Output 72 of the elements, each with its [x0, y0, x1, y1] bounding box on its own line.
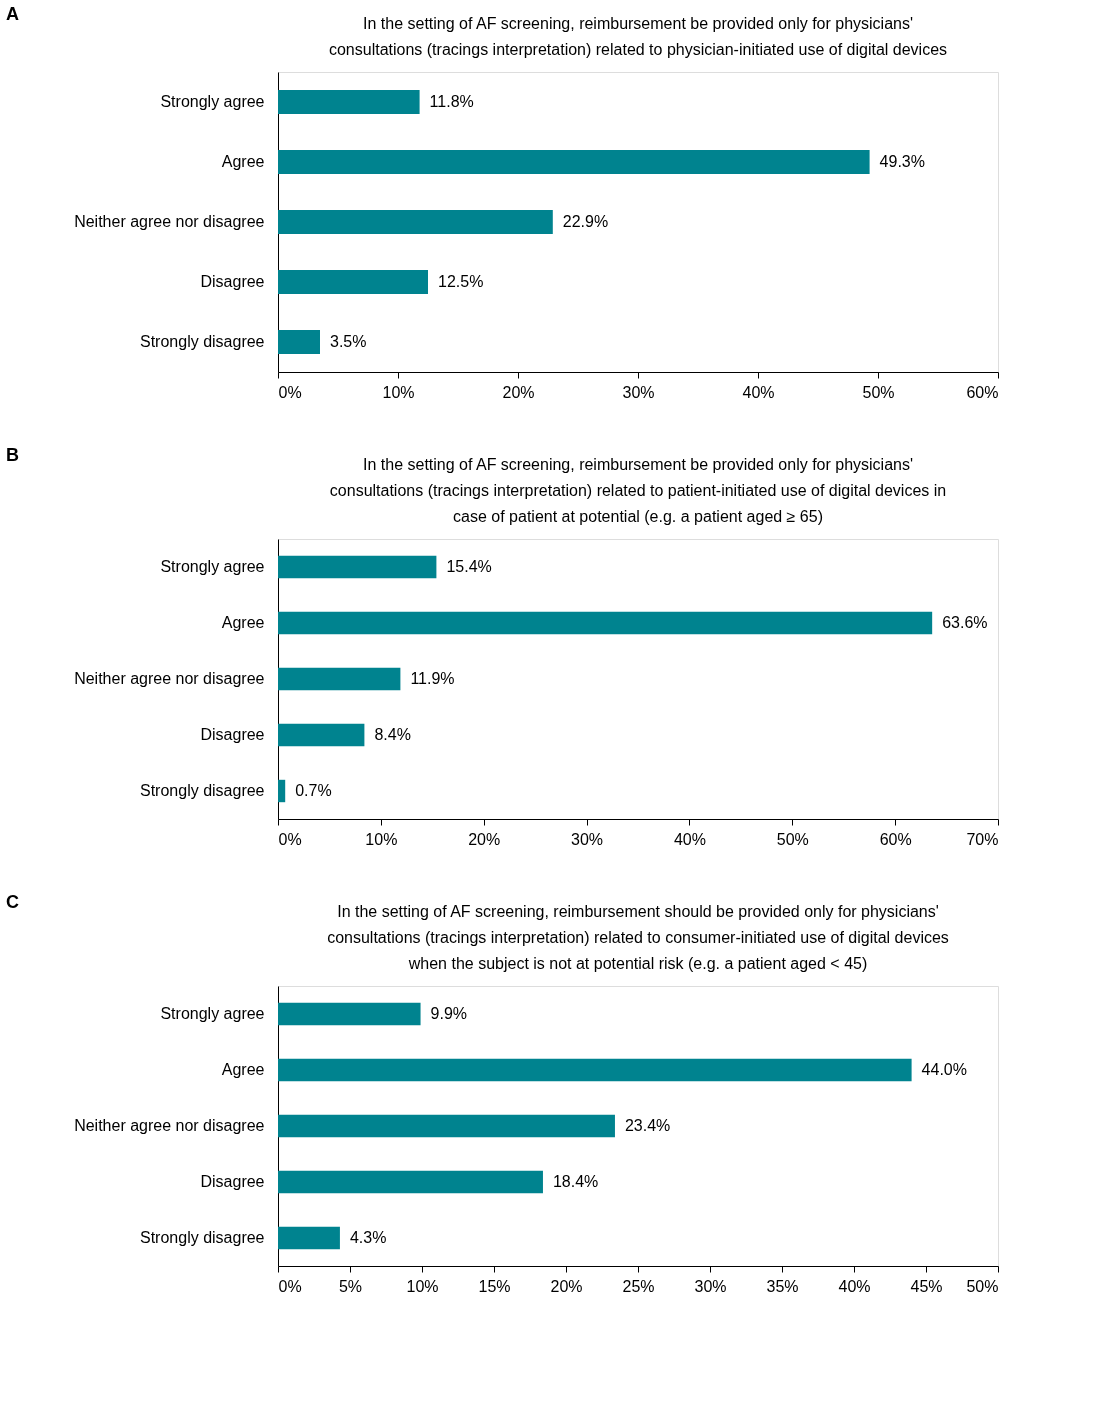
x-tick-label: 10% [365, 830, 398, 848]
text: when the subject is not at potential risk (e.g. a patient aged < 45) [408, 955, 868, 972]
y-tick-label: Disagree [200, 1173, 265, 1190]
x-tick-label: 10% [406, 1277, 439, 1295]
bar [278, 1002, 421, 1026]
data-label: 22.9% [562, 213, 609, 230]
x-tick-label: 15% [478, 1277, 511, 1295]
x-tick-label: 35% [766, 1277, 799, 1295]
y-tick-label: Neither agree nor disagree [74, 213, 265, 230]
x-tick-label: 40% [838, 1277, 871, 1295]
data-label: 9.9% [430, 1005, 468, 1022]
text: consultations (tracings interpretation) related to patient-initiated use of digital devices in [329, 482, 947, 499]
x-tick-label: 30% [622, 383, 655, 401]
x-tick-label: 20% [502, 383, 535, 401]
y-tick-label: Neither agree nor disagree [74, 670, 265, 687]
data-label: 11.8% [429, 93, 474, 110]
data-label: 15.4% [446, 558, 492, 575]
y-tick-label: Strongly disagree [139, 1229, 265, 1246]
x-tick-label: 70% [966, 830, 999, 848]
data-label: 18.4% [552, 1173, 599, 1190]
data-label: 8.4% [374, 726, 411, 743]
x-tick-label: 25% [622, 1277, 655, 1295]
bar [278, 1058, 912, 1082]
y-tick-label: Agree [221, 614, 265, 631]
text: C [6, 892, 19, 912]
y-tick-label: Strongly disagree [139, 782, 265, 799]
x-tick-label: 60% [879, 830, 912, 848]
bar [278, 1226, 340, 1250]
x-tick-label: 40% [673, 830, 706, 848]
data-label: 44.0% [921, 1061, 967, 1078]
data-label: 11.9% [410, 670, 455, 687]
text: In the setting of AF screening, reimbursement be provided only for physicians' [362, 15, 914, 32]
x-tick-label: 0% [278, 1277, 302, 1295]
x-tick-label: 50% [966, 1277, 999, 1295]
text: consultations (tracings interpretation) related to physician-initiated use of digital devices [328, 41, 948, 58]
text: In the setting of AF screening, reimbursement should be provided only for physicians' [337, 903, 939, 920]
data-label: 3.5% [330, 333, 367, 350]
x-tick-label: 30% [571, 830, 604, 848]
y-tick-label: Strongly agree [160, 1005, 265, 1022]
text: case of patient at potential (e.g. a patient aged ≥ 65) [453, 508, 823, 525]
x-tick-label: 30% [694, 1277, 727, 1295]
text: consultations (tracings interpretation) related to consumer-initiated use of digital devices [327, 929, 949, 946]
x-tick-label: 20% [550, 1277, 583, 1295]
x-tick-label: 60% [966, 383, 999, 401]
x-tick-label: 5% [338, 1277, 363, 1295]
x-tick-label: 0% [278, 383, 302, 401]
y-tick-label: Disagree [200, 273, 265, 290]
x-tick-label: 20% [468, 830, 501, 848]
text: B [6, 445, 19, 465]
x-tick-label: 10% [382, 383, 415, 401]
bar [278, 1170, 543, 1194]
y-tick-label: Agree [221, 1061, 265, 1078]
y-tick-label: Strongly agree [160, 93, 265, 110]
data-label: 12.5% [438, 273, 484, 290]
bar [278, 1114, 615, 1138]
x-tick-label: 40% [742, 383, 775, 401]
x-tick-label: 50% [776, 830, 809, 848]
y-tick-label: Strongly disagree [139, 333, 265, 350]
x-tick-label: 45% [910, 1277, 943, 1295]
text: In the setting of AF screening, reimbursement be provided only for physicians' [362, 456, 914, 473]
y-tick-label: Neither agree nor disagree [74, 1117, 265, 1134]
y-tick-label: Disagree [200, 726, 265, 743]
data-label: 63.6% [942, 614, 988, 631]
y-tick-label: Agree [221, 153, 265, 170]
data-label: 23.4% [624, 1117, 671, 1134]
data-label: 4.3% [349, 1229, 387, 1246]
x-tick-label: 0% [278, 830, 302, 848]
data-label: 0.7% [295, 782, 332, 799]
y-tick-label: Strongly agree [160, 558, 265, 575]
x-tick-label: 50% [862, 383, 895, 401]
data-label: 49.3% [879, 153, 925, 170]
text: A [6, 4, 19, 24]
